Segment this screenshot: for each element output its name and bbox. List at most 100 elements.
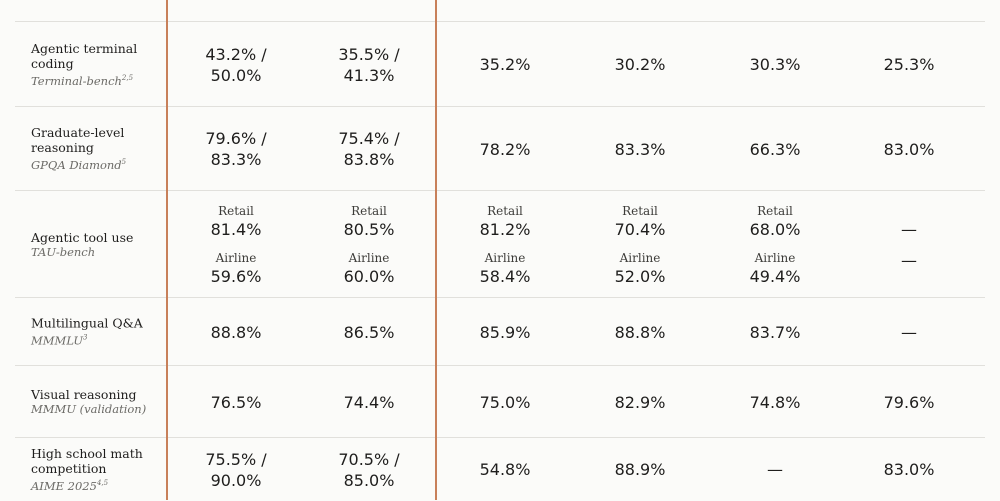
score-value: 83.7% <box>749 322 801 342</box>
benchmark-name: MMMLU3 <box>31 333 88 348</box>
score-value: 88.8% <box>614 322 666 342</box>
score-cell: 43.2% /50.0% <box>176 22 296 107</box>
score-cell: 78.2% <box>445 107 565 191</box>
footnote-marker: 2,5 <box>121 73 134 82</box>
row-title: Graduate-level <box>31 125 125 141</box>
score-value: 83.3% <box>210 150 262 169</box>
score-cell: 88.8% <box>176 298 296 366</box>
score-cell: 79.6% <box>849 366 969 438</box>
score-cell: 83.7% <box>715 298 835 366</box>
score-value: 76.5% <box>210 392 262 412</box>
score-cell: 83.0% <box>849 107 969 191</box>
subcategory-label: Retail <box>487 203 523 218</box>
score-value: 25.3% <box>883 55 935 74</box>
row-label: Multilingual Q&A MMMLU3 <box>31 316 171 349</box>
score-value: 50.0% <box>210 65 262 85</box>
row-title: Visual reasoning <box>31 387 137 402</box>
score-value: 43.2% / <box>205 44 267 64</box>
row-label: High school math competition AIME 20254,5 <box>31 446 171 494</box>
score-value: 88.8% <box>210 322 262 342</box>
row-label: Visual reasoning MMMU (validation) <box>31 387 171 417</box>
score-value: 75.0% <box>479 392 531 412</box>
score-value: 80.5% <box>343 219 395 239</box>
score-cell: 83.3% <box>580 107 700 191</box>
row-title: Agentic tool use <box>31 229 134 245</box>
table-row: Graduate-level reasoning GPQA Diamond5 79.6… <box>15 106 985 191</box>
subcategory-label: Airline <box>348 250 390 265</box>
score-value: 75.4% / <box>338 129 400 148</box>
score-cell: 88.8% <box>580 298 700 366</box>
score-cell: 75.5% /90.0% <box>176 438 296 501</box>
score-value: 83.8% <box>343 150 395 169</box>
subcategory-label: Retail <box>757 203 793 218</box>
score-cell: 82.9% <box>580 366 700 438</box>
score-cell: 54.8% <box>445 438 565 501</box>
table-row: Agentic tool use TAU-bench Retail 81.4% Airl… <box>15 190 985 298</box>
score-cell: Retail 81.2% Airline 58.4% <box>445 191 565 298</box>
score-value: — <box>767 460 783 479</box>
score-value: 90.0% <box>210 470 262 490</box>
benchmark-name: TAU-bench <box>31 244 96 259</box>
score-value: 70.5% / <box>338 449 400 469</box>
row-title: High school math <box>31 445 143 461</box>
score-value: 30.2% <box>614 55 666 74</box>
score-value: 74.8% <box>749 392 801 412</box>
subcategory-label: Retail <box>622 203 658 218</box>
score-cell: 79.6% / 83.3% <box>176 107 296 191</box>
subcategory-label: Retail <box>351 203 387 218</box>
score-value: 85.9% <box>479 322 531 342</box>
score-value: 41.3% <box>343 65 395 85</box>
score-value: 83.0% <box>883 460 935 479</box>
score-value: 82.9% <box>614 392 666 412</box>
score-value: 66.3% <box>749 139 801 159</box>
table-row: Multilingual Q&A MMMLU3 88.8% 86.5% 85.9% 88.… <box>15 297 985 366</box>
benchmark-name: Terminal-bench2,5 <box>31 73 134 88</box>
score-value: — <box>901 250 917 270</box>
footnote-marker: 5 <box>121 158 127 167</box>
score-cell: 86.5% <box>309 298 429 366</box>
benchmark-name: MMMU (validation) <box>31 402 147 416</box>
table-row: Agentic terminal coding Terminal-bench2,5 4… <box>15 21 985 107</box>
benchmark-name: GPQA Diamond5 <box>31 157 127 172</box>
row-label: Agentic tool use TAU-bench <box>31 230 171 260</box>
score-cell: 75.4% / 83.8% <box>309 107 429 191</box>
score-cell: 75.0% <box>445 366 565 438</box>
score-value: 81.4% <box>210 219 262 239</box>
score-value: 35.2% <box>479 55 531 74</box>
score-cell: 74.8% <box>715 366 835 438</box>
score-value: 49.4% <box>749 266 801 286</box>
score-value: 58.4% <box>479 266 531 286</box>
score-value: 79.6% / <box>205 129 267 148</box>
score-value: 85.0% <box>343 470 395 490</box>
score-value: — <box>901 322 917 342</box>
row-title: competition <box>31 460 107 476</box>
score-cell: 35.5% /41.3% <box>309 22 429 107</box>
benchmark-name: AIME 20254,5 <box>31 478 109 493</box>
subcategory-label: Airline <box>484 250 526 265</box>
score-cell: 35.2% <box>445 22 565 107</box>
row-title: Agentic terminal <box>31 40 138 56</box>
score-value: 78.2% <box>479 139 531 159</box>
score-cell: Retail 80.5% Airline 60.0% <box>309 191 429 298</box>
row-label: Agentic terminal coding Terminal-bench2,5 <box>31 41 171 89</box>
score-value: 86.5% <box>343 322 395 342</box>
score-value: 83.3% <box>614 139 666 159</box>
score-value: 68.0% <box>749 219 801 239</box>
row-title: coding <box>31 55 74 71</box>
score-cell: 30.2% <box>580 22 700 107</box>
score-value: 74.4% <box>343 392 395 412</box>
score-cell: Retail 81.4% Airline 59.6% <box>176 191 296 298</box>
subcategory-label: Airline <box>215 250 257 265</box>
score-cell: — <box>715 438 835 501</box>
score-value: 75.5% / <box>205 449 267 469</box>
score-value: 79.6% <box>883 392 935 412</box>
score-cell: Retail 70.4% Airline 52.0% <box>580 191 700 298</box>
score-cell: 74.4% <box>309 366 429 438</box>
score-cell: 88.9% <box>580 438 700 501</box>
score-value: 35.5% / <box>338 44 400 64</box>
score-cell: Retail 68.0% Airline 49.4% <box>715 191 835 298</box>
score-cell: — <box>849 298 969 366</box>
score-cell: 66.3% <box>715 107 835 191</box>
score-value: 81.2% <box>479 219 531 239</box>
score-cell: 25.3% <box>849 22 969 107</box>
